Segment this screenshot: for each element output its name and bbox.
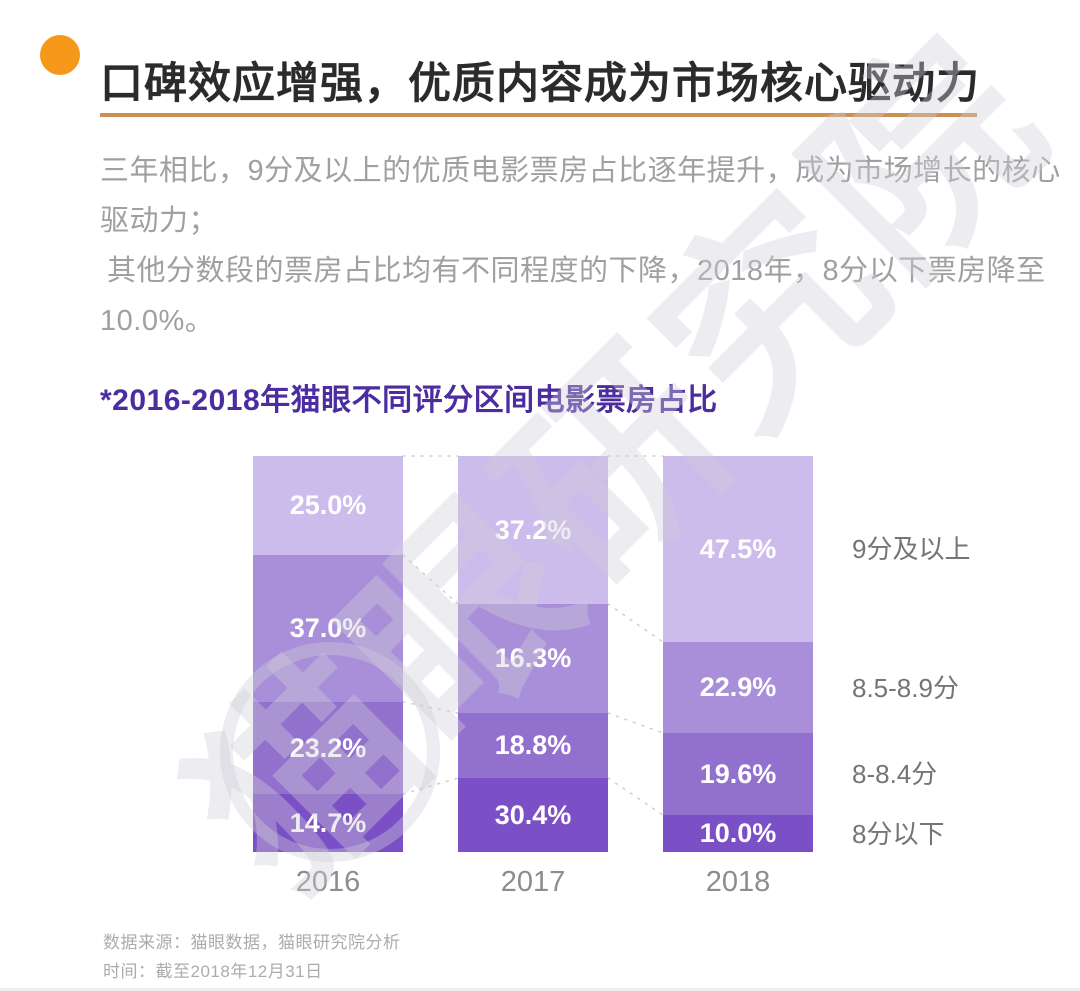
x-axis-label-2016: 2016	[295, 866, 361, 898]
bar-segment-2016-8.5-8.9分: 37.0%	[253, 555, 403, 702]
chart-title: *2016-2018年猫眼不同评分区间电影票房占比	[100, 384, 718, 417]
segment-value-label: 37.2%	[494, 514, 572, 545]
bar-segment-2017-9分及以上: 37.2%	[458, 456, 608, 604]
data-source-note: 数据来源：猫眼数据，猫眼研究院分析	[103, 933, 401, 952]
orange-bullet-icon	[40, 35, 80, 75]
x-axis-label-2018: 2018	[705, 866, 771, 898]
segment-value-label: 19.6%	[699, 758, 777, 789]
bar-segment-2017-8.5-8.9分: 16.3%	[458, 604, 608, 713]
legend-label-9-and-above: 9分及以上	[852, 534, 971, 564]
segment-value-label: 16.3%	[494, 643, 572, 673]
legend-label-8-5-to-8-9: 8.5-8.9分	[852, 673, 959, 703]
x-axis-label-2017: 2017	[500, 866, 566, 898]
page-title: 口碑效应增强，优质内容成为市场核心驱动力	[100, 59, 980, 108]
bar-segment-2017-8-8.4分: 18.8%	[458, 713, 608, 778]
bar-segment-2016-8分以下: 14.7%	[253, 794, 403, 852]
segment-value-label: 23.2%	[289, 732, 367, 763]
data-time-note: 时间：截至2018年12月31日	[103, 962, 323, 981]
segment-value-label: 10.0%	[699, 818, 777, 848]
intro-text-line: 三年相比，9分及以上的优质电影票房占比逐年提升，成为市场增长的核心	[100, 155, 1061, 187]
legend-label-8-to-8-4: 8-8.4分	[852, 759, 938, 789]
bar-segment-2018-8-8.4分: 19.6%	[663, 733, 813, 815]
bottom-divider	[0, 988, 1080, 991]
segment-value-label: 22.9%	[699, 672, 777, 702]
segment-value-label: 25.0%	[289, 490, 367, 520]
bar-segment-2017-8分以下: 30.4%	[458, 778, 608, 852]
title-underline	[100, 113, 977, 117]
segment-value-label: 18.8%	[494, 730, 572, 760]
intro-text-line: 其他分数段的票房占比均有不同程度的下降，2018年，8分以下票房降至	[107, 255, 1046, 287]
segment-value-label: 30.4%	[494, 799, 572, 830]
intro-text-line: 驱动力；	[100, 205, 219, 237]
bar-segment-2016-8-8.4分: 23.2%	[253, 702, 403, 794]
bar-segment-2018-8分以下: 10.0%	[663, 815, 813, 852]
intro-text-line: 10.0%。	[100, 305, 215, 337]
legend-label-below-8: 8分以下	[852, 819, 945, 849]
segment-value-label: 37.0%	[289, 613, 367, 643]
bar-segment-2018-9分及以上: 47.5%	[663, 456, 813, 642]
segment-value-label: 14.7%	[289, 807, 367, 838]
segment-value-label: 47.5%	[699, 533, 777, 564]
bar-segment-2018-8.5-8.9分: 22.9%	[663, 642, 813, 733]
bar-segment-2016-9分及以上: 25.0%	[253, 456, 403, 555]
